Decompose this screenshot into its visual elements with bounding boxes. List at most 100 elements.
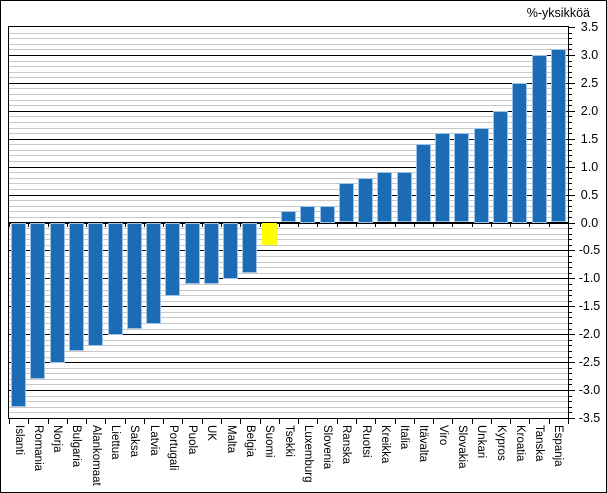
y-axis-minor-tick (568, 211, 572, 212)
x-axis-label: Italia (398, 425, 410, 450)
y-axis-minor-tick (568, 38, 572, 39)
x-axis-bottom-tick (279, 419, 280, 424)
y-axis-minor-tick (568, 368, 572, 369)
x-axis-zero-line (9, 222, 568, 224)
minor-gridline (9, 122, 568, 123)
minor-gridline (9, 100, 568, 101)
y-axis-major-tick (568, 195, 575, 196)
x-axis-bottom-tick (240, 419, 241, 424)
y-axis-minor-tick (568, 133, 572, 134)
y-axis-major-tick (568, 306, 575, 307)
y-axis-minor-tick (568, 284, 572, 285)
minor-gridline (9, 301, 568, 302)
y-axis-label: 0.5 (580, 188, 599, 202)
x-axis-bottom-tick (202, 419, 203, 424)
major-gridline (9, 195, 568, 196)
x-axis-tick (163, 223, 164, 227)
bar (281, 211, 296, 222)
y-axis-minor-tick (568, 256, 572, 257)
minor-gridline (9, 357, 568, 358)
bar (108, 223, 123, 335)
x-axis-label: Puola (186, 425, 198, 455)
bar (30, 223, 45, 379)
minor-gridline (9, 66, 568, 67)
minor-gridline (9, 38, 568, 39)
y-axis-minor-tick (568, 357, 572, 358)
y-axis-minor-tick (568, 262, 572, 263)
x-axis-tick (9, 223, 10, 227)
bar (11, 223, 26, 407)
minor-gridline (9, 401, 568, 402)
y-axis-minor-tick (568, 329, 572, 330)
x-axis-bottom-tick (67, 419, 68, 424)
y-axis-major-tick (568, 167, 575, 168)
major-gridline (9, 278, 568, 279)
x-axis-label: UK (205, 425, 217, 441)
x-axis-label: Viro (437, 425, 449, 446)
x-axis-bottom-tick (375, 419, 376, 424)
x-axis-bottom-tick (395, 419, 396, 424)
x-axis-label: Malta (225, 425, 237, 454)
y-axis-label: -1.5 (578, 299, 601, 313)
y-axis-minor-tick (568, 295, 572, 296)
minor-gridline (9, 150, 568, 151)
bar (532, 55, 547, 223)
minor-gridline (9, 228, 568, 229)
x-axis-bottom-tick (28, 419, 29, 424)
x-axis-label: Portugali (167, 425, 179, 471)
minor-gridline (9, 200, 568, 201)
minor-gridline (9, 61, 568, 62)
minor-gridline (9, 384, 568, 385)
bar (416, 144, 431, 222)
y-axis-minor-tick (568, 178, 572, 179)
x-axis-tick (144, 223, 145, 227)
y-axis-minor-tick (568, 44, 572, 45)
y-axis-minor-tick (568, 72, 572, 73)
y-axis-minor-tick (568, 200, 572, 201)
y-axis-minor-tick (568, 94, 572, 95)
y-axis-major-tick (568, 362, 575, 363)
minor-gridline (9, 323, 568, 324)
bar (223, 223, 238, 279)
x-axis-bottom-tick (125, 419, 126, 424)
y-axis-minor-tick (568, 66, 572, 67)
y-axis-minor-tick (568, 116, 572, 117)
x-axis-bottom-tick (144, 419, 145, 424)
minor-gridline (9, 379, 568, 380)
x-axis-label: Romania (32, 425, 44, 472)
minor-gridline (9, 317, 568, 318)
bar (512, 83, 527, 223)
x-axis-label: Belgia (244, 425, 256, 457)
y-axis-label: 1.0 (580, 160, 599, 174)
x-axis-tick (182, 223, 183, 227)
bar (146, 223, 161, 324)
y-axis-minor-tick (568, 33, 572, 34)
x-axis-tick (221, 223, 222, 227)
minor-gridline (9, 144, 568, 145)
minor-gridline (9, 312, 568, 313)
x-axis-bottom-tick (221, 419, 222, 424)
minor-gridline (9, 295, 568, 296)
plot-area (8, 26, 569, 419)
y-axis-major-tick (568, 139, 575, 140)
minor-gridline (9, 407, 568, 408)
x-axis-tick (491, 223, 492, 227)
bar (50, 223, 65, 363)
x-axis-tick (86, 223, 87, 227)
x-axis-tick (414, 223, 415, 227)
y-axis-minor-tick (568, 161, 572, 162)
major-gridline (9, 362, 568, 363)
y-axis-major-tick (568, 223, 575, 224)
bar (127, 223, 142, 329)
y-axis-label: -2.5 (578, 355, 601, 369)
x-axis-label: Kreikka (379, 425, 391, 464)
y-axis-label: -3.0 (578, 383, 601, 397)
y-axis-minor-tick (568, 122, 572, 123)
minor-gridline (9, 262, 568, 263)
x-axis-label: Kypros (495, 425, 507, 461)
y-axis-label: -1.0 (578, 271, 601, 285)
x-axis-label: Tsekki (283, 425, 295, 457)
minor-gridline (9, 206, 568, 207)
x-axis-tick (240, 223, 241, 227)
y-axis-minor-tick (568, 49, 572, 50)
